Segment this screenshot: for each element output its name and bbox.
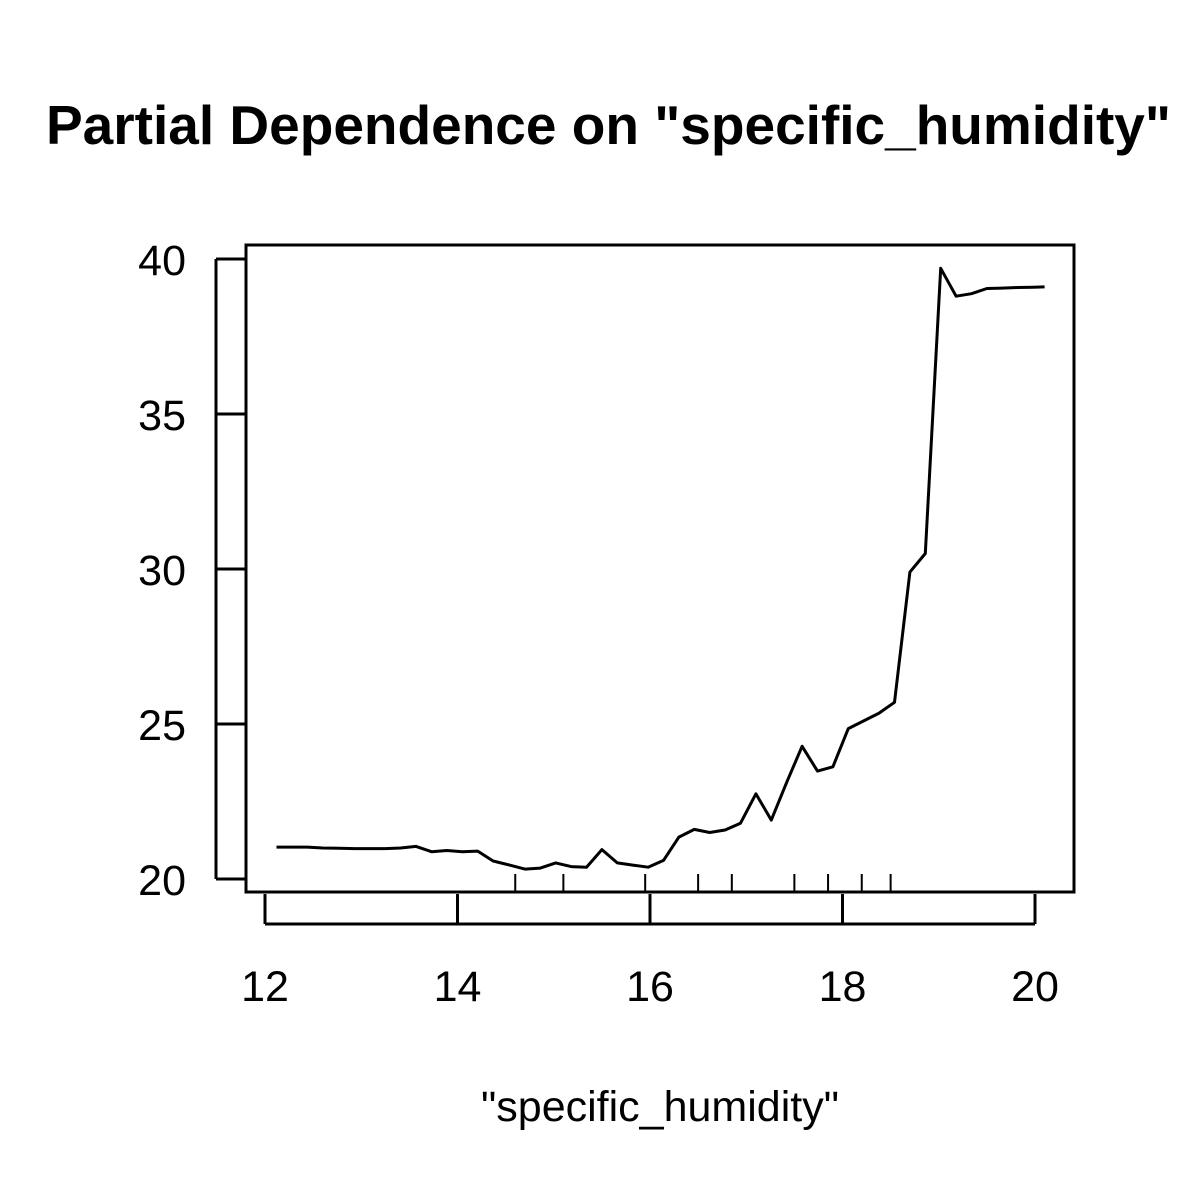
partial-dependence-line bbox=[276, 266, 1045, 871]
x-axis-label: "specific_humidity" bbox=[481, 1083, 839, 1131]
x-tick-label: 16 bbox=[626, 963, 674, 1011]
x-tick-label: 14 bbox=[434, 963, 482, 1011]
y-tick-label: 25 bbox=[138, 702, 186, 750]
x-axis: 12 14 16 18 20 bbox=[241, 894, 1059, 1011]
y-tick-label: 30 bbox=[138, 547, 186, 595]
chart-title: Partial Dependence on "specific_humidity… bbox=[46, 94, 1171, 156]
y-axis: 20 25 30 35 40 bbox=[138, 237, 246, 905]
y-tick-label: 20 bbox=[138, 857, 186, 905]
x-tick-label: 18 bbox=[819, 963, 867, 1011]
rug-marks bbox=[514, 874, 892, 892]
y-tick-label: 40 bbox=[138, 237, 186, 285]
x-tick-label: 12 bbox=[241, 963, 289, 1011]
x-tick-label: 20 bbox=[1011, 963, 1059, 1011]
y-tick-label: 35 bbox=[138, 392, 186, 440]
